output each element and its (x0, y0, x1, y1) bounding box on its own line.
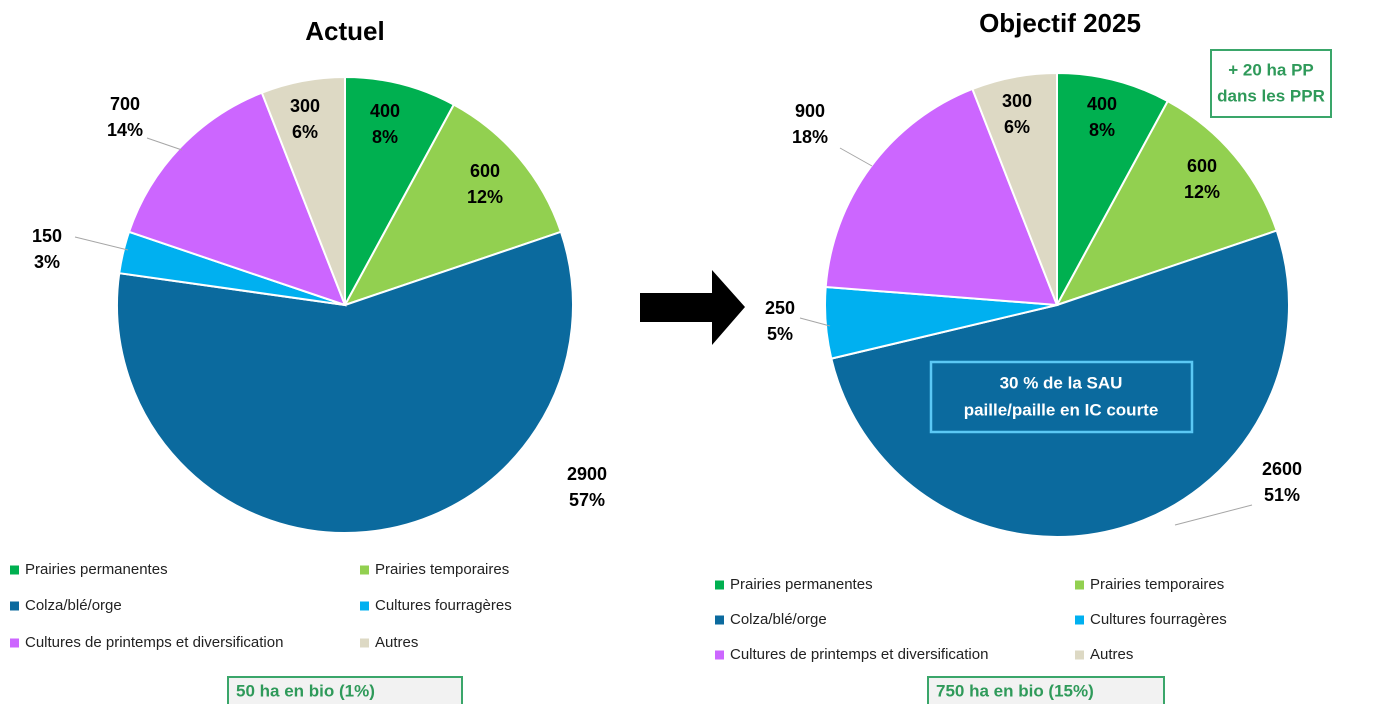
value-label: 2900 (567, 464, 607, 484)
legend-swatch (715, 650, 724, 660)
pie-slice (342, 103, 563, 307)
legend-swatch (360, 638, 369, 648)
value-label: 900 (795, 101, 825, 121)
value-label: 2600 (1262, 459, 1302, 479)
percent-label: 6% (292, 122, 318, 142)
arrow (640, 270, 745, 345)
pie-slice (1054, 99, 1279, 307)
value-label: 300 (290, 96, 320, 116)
percent-label: 51% (1264, 485, 1300, 505)
value-label: 600 (470, 161, 500, 181)
value-label: 400 (1087, 94, 1117, 114)
leader-line (839, 147, 873, 167)
annotation: paille/paille en IC courte (964, 400, 1159, 419)
annotation: dans les PPR (1217, 86, 1325, 105)
legend-label: Prairies permanentes (730, 576, 873, 593)
legend-swatch (10, 565, 19, 575)
legend-label: Cultures de printemps et diversification (730, 646, 988, 663)
annotation: 30 % de la SAU (1000, 373, 1123, 392)
legend-swatch (360, 601, 369, 611)
leader-line (799, 317, 831, 327)
annotation: 750 ha en bio (15%) (936, 681, 1094, 700)
legend-swatch (715, 615, 724, 625)
percent-label: 5% (767, 324, 793, 344)
overlays: + 20 ha PP dans les PPR 30 % de la SAU p… (929, 49, 1332, 434)
percent-label: 3% (34, 252, 60, 272)
pie-slice (971, 71, 1058, 306)
annotation: + 20 ha PP (1228, 60, 1314, 79)
pie-slice (116, 230, 574, 534)
annotation: 50 ha en bio (1%) (236, 681, 375, 700)
percent-label: 8% (372, 127, 398, 147)
pie-slice (260, 75, 346, 306)
pie-slice (830, 229, 1290, 538)
chart-title: Objectif 2025 (979, 8, 1141, 38)
percent-label: 12% (467, 187, 503, 207)
chart-title: Actuel (305, 16, 384, 46)
annotation-box (1210, 49, 1332, 118)
pie-slice (1056, 71, 1170, 306)
legend-label: Cultures fourragères (1090, 611, 1227, 628)
value-label: 700 (110, 94, 140, 114)
legend-swatch (1075, 580, 1084, 590)
legend-label: Colza/blé/orge (730, 611, 827, 628)
value-label: 150 (32, 226, 62, 246)
annotation-box (929, 360, 1194, 434)
legend-label: Autres (1090, 646, 1133, 663)
percent-label: 57% (569, 490, 605, 510)
pie-slice (824, 87, 1059, 307)
pie-slice (344, 75, 456, 306)
legend-swatch (715, 580, 724, 590)
legend-label: Cultures de printemps et diversification (25, 634, 283, 651)
leader-line (1174, 504, 1253, 526)
leader-line (74, 236, 129, 251)
legend-label: Colza/blé/orge (25, 597, 122, 614)
percent-label: 14% (107, 120, 143, 140)
value-label: 250 (765, 298, 795, 318)
value-label: 600 (1187, 156, 1217, 176)
value-label: 300 (1002, 91, 1032, 111)
annotation-box (927, 676, 1165, 704)
percent-label: 8% (1089, 120, 1115, 140)
percent-label: 18% (792, 127, 828, 147)
value-label: 400 (370, 101, 400, 121)
legend-swatch (10, 601, 19, 611)
percent-label: 12% (1184, 182, 1220, 202)
legend-label: Prairies permanentes (25, 561, 168, 578)
legend-swatch (1075, 650, 1084, 660)
legend-label: Prairies temporaires (1090, 576, 1224, 593)
legend-label: Prairies temporaires (375, 561, 509, 578)
leader-line (146, 137, 183, 151)
legend-swatch (360, 565, 369, 575)
legend-label: Autres (375, 634, 418, 651)
legend-swatch (1075, 615, 1084, 625)
annotation-box (227, 676, 463, 704)
percent-label: 6% (1004, 117, 1030, 137)
pie-slice (127, 91, 347, 307)
legend-label: Cultures fourragères (375, 597, 512, 614)
legend-swatch (10, 638, 19, 648)
pies: Actuel 400 8% 600 12% 2900 57% 150 3% 700 14% 300 6%… (10, 8, 1302, 663)
